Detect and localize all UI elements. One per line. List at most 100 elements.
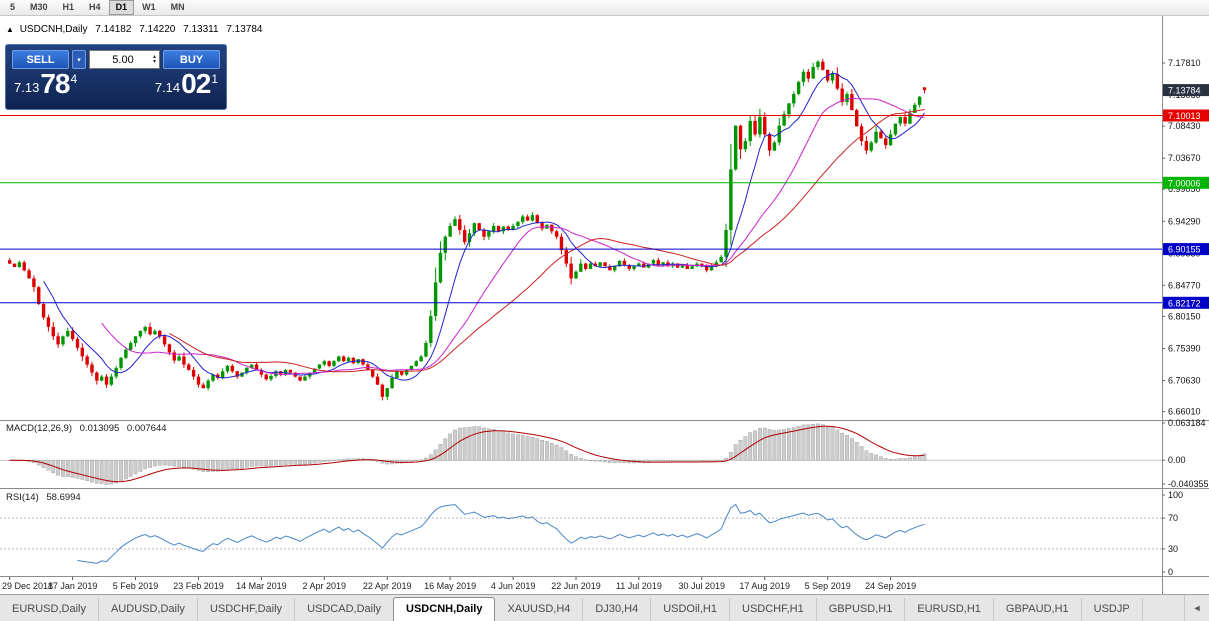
price-badge-6.90155: 6.90155 [1163,243,1209,256]
price-badge-7.00006: 7.00006 [1163,176,1209,189]
ask-price: 7.14 02 1 [155,70,218,98]
timeframe-button-w1[interactable]: W1 [142,2,156,12]
svg-text:0.063184: 0.063184 [1168,418,1206,428]
ask-pipette: 1 [211,72,218,86]
price-chart-canvas[interactable]: 7.178107.130507.084307.036706.990506.942… [0,16,1209,594]
symbol-label: USDCNH,Daily [19,24,88,35]
svg-text:6.82172: 6.82172 [1168,298,1201,308]
chart-tab-usdcad-daily[interactable]: USDCAD,Daily [295,598,395,621]
svg-text:17 Jan 2019: 17 Jan 2019 [48,581,98,591]
bid-prefix: 7.13 [14,80,40,95]
chart-tab-usdchf-daily[interactable]: USDCHF,Daily [198,598,296,621]
macd-name: MACD(12,26,9) [6,423,72,434]
svg-text:30: 30 [1168,544,1178,554]
timeframe-button-d1[interactable]: D1 [108,0,135,15]
order-options-dropdown[interactable]: ▾ [72,50,86,69]
chart-tabs: EURUSD,Daily AUDUSD,Daily USDCHF,Daily USDC… [0,595,1184,621]
svg-text:0: 0 [1168,567,1173,577]
spinner-down-icon[interactable]: ▾ [152,58,156,65]
bid-price: 7.13 78 4 [14,70,77,98]
tab-scroll-left-button[interactable]: ◄ [1184,595,1209,621]
chart-tab-bar: EURUSD,Daily AUDUSD,Daily USDCHF,Daily USDC… [0,594,1209,621]
svg-text:6.70630: 6.70630 [1168,376,1201,386]
ma-34-line [169,109,925,373]
macd-main-value: 0.013095 [79,423,120,434]
open-value: 7.14182 [95,24,132,35]
chart-tab-gbpaud-h1[interactable]: GBPAUD,H1 [994,598,1082,621]
chart-tab-eurusd-daily[interactable]: EURUSD,Daily [0,598,99,621]
svg-text:7.10013: 7.10013 [1168,111,1201,121]
current-price-badge: 7.13784 [1163,84,1209,97]
svg-text:6.94290: 6.94290 [1168,216,1201,226]
svg-text:-0.040355: -0.040355 [1168,479,1209,489]
rsi-name: RSI(14) [6,492,39,503]
chart-tab-usdcnh-daily[interactable]: USDCNH,Daily [393,597,496,621]
chart-tab-audusd-daily[interactable]: AUDUSD,Daily [99,598,198,621]
price-badge-6.82172: 6.82172 [1163,296,1209,309]
chart-tab-usdjp[interactable]: USDJP [1082,598,1143,621]
timeframe-button-5[interactable]: 5 [10,2,16,12]
svg-text:6.80150: 6.80150 [1168,311,1201,321]
one-click-trading-panel: SELL ▾ 5.00 ▴ ▾ BUY 7.13 78 4 7.14 02 1 [5,44,227,110]
price-badge-7.10013: 7.10013 [1163,109,1209,122]
timeframe-toolbar: 5 M30 H1 H4 D1 W1 MN [0,0,1209,16]
timeframe-button-h1[interactable]: H1 [62,2,75,12]
lot-size-value[interactable]: 5.00 [112,53,134,66]
rsi-indicator-label: RSI(14) 58.6994 [6,492,86,503]
low-value: 7.13311 [183,24,219,35]
chart-tab-usdoil-h1[interactable]: USDOil,H1 [651,598,730,621]
svg-text:4 Jun 2019: 4 Jun 2019 [491,581,536,591]
svg-text:30 Jul 2019: 30 Jul 2019 [679,581,726,591]
svg-text:100: 100 [1168,490,1183,500]
high-value: 7.14220 [139,24,176,35]
chart-ohlc-header: ▲ USDCNH,Daily 7.14182 7.14220 7.13311 7… [6,24,268,35]
svg-text:14 Mar 2019: 14 Mar 2019 [236,581,287,591]
chart-shift-marker-icon: ▲ [6,25,14,34]
ma-8-line [43,72,925,381]
svg-text:6.66010: 6.66010 [1168,407,1201,417]
lot-size-input[interactable]: 5.00 ▴ ▾ [89,50,160,69]
ask-prefix: 7.14 [154,80,181,95]
timeframe-button-m30[interactable]: M30 [30,2,48,12]
chart-tab-eurusd-h1[interactable]: EURUSD,H1 [905,598,994,621]
bid-pipette: 4 [70,72,78,86]
lot-spinner[interactable]: ▴ ▾ [152,53,156,65]
svg-text:29 Dec 2018: 29 Dec 2018 [2,581,53,591]
svg-text:23 Feb 2019: 23 Feb 2019 [173,581,224,591]
rsi-line [77,503,925,564]
svg-text:17 Aug 2019: 17 Aug 2019 [739,581,790,591]
svg-text:6.75390: 6.75390 [1168,344,1201,354]
svg-text:7.00006: 7.00006 [1168,178,1201,188]
timeframe-buttons: 5 M30 H1 H4 D1 W1 MN [3,0,193,15]
svg-text:2 Apr 2019: 2 Apr 2019 [303,581,347,591]
macd-signal-value: 0.007644 [126,423,167,434]
price-axis[interactable]: 7.178107.130507.084307.036706.990506.942… [1162,58,1209,577]
timeframe-button-h4[interactable]: H4 [89,2,101,12]
svg-text:24 Sep 2019: 24 Sep 2019 [865,581,916,591]
close-value: 7.13784 [226,24,263,35]
svg-text:6.90155: 6.90155 [1168,245,1201,255]
svg-text:11 Jul 2019: 11 Jul 2019 [616,581,662,591]
dropdown-arrow-icon: ▾ [77,56,81,64]
svg-text:7.03670: 7.03670 [1168,153,1201,163]
timeframe-button-mn[interactable]: MN [170,2,185,12]
chart-tab-xauusd-h4[interactable]: XAUUSD,H4 [495,598,584,621]
chart-tab-gbpusd-h1[interactable]: GBPUSD,H1 [817,598,906,621]
ma-20-line [101,97,925,375]
svg-text:7.08430: 7.08430 [1168,121,1201,131]
bid-main-digits: 78 [40,68,70,99]
chart-tab-dj30-h4[interactable]: DJ30,H4 [583,598,652,621]
svg-text:16 May 2019: 16 May 2019 [424,581,476,591]
svg-text:6.84770: 6.84770 [1168,280,1201,290]
rsi-value: 58.6994 [46,492,81,503]
svg-text:5 Feb 2019: 5 Feb 2019 [113,581,159,591]
svg-text:5 Sep 2019: 5 Sep 2019 [805,581,851,591]
sell-button[interactable]: SELL [12,50,69,69]
macd-signal-line [9,425,925,483]
buy-button[interactable]: BUY [163,50,220,69]
svg-text:22 Jun 2019: 22 Jun 2019 [551,581,601,591]
chart-tab-usdchf-h1[interactable]: USDCHF,H1 [730,598,817,621]
spinner-up-icon[interactable]: ▴ [152,53,156,60]
ask-main-digits: 02 [181,68,211,99]
